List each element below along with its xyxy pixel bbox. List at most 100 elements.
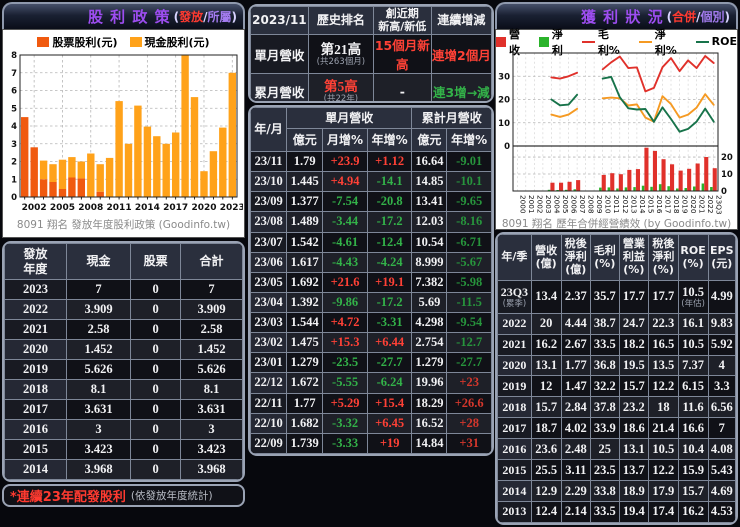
cell-month: 23/03 <box>250 311 288 334</box>
cell-net-margin: 12.2 <box>648 375 679 398</box>
monthly-revenue-row: 23/09 1.377 -7.54 -20.8 13.41 -9.65 <box>250 191 492 213</box>
cell-cum-revenue: 1.279 <box>411 352 448 374</box>
svg-text:0: 0 <box>11 193 17 203</box>
cell-year: 2020 <box>4 339 67 360</box>
monthly-revenue-row: 22/10 1.682 -3.32 +6.45 16.52 +28 <box>250 412 492 434</box>
cell-month: 23/08 <box>250 211 288 233</box>
cell-mom-change: -3.44 <box>322 211 368 233</box>
cell-cum-revenue: 7.382 <box>411 271 448 293</box>
monthly-revenue-row: 23/10 1.445 +4.94 -14.1 14.85 -10.1 <box>250 171 492 193</box>
cell-year: 2013 <box>497 500 532 523</box>
cell-mom-change: -3.32 <box>322 412 368 434</box>
performance-chart-caption: 8091 翔名 歷年合併經營績效 (by Goodinfo.tw) <box>501 218 732 230</box>
cell-row-label: 單月營收 <box>250 34 309 74</box>
cell-revenue: 1.682 <box>286 412 324 434</box>
legend-swatch-icon <box>129 36 142 47</box>
cell-cum-revenue: 16.52 <box>411 412 448 434</box>
profit-table-wrap: 年/季 營收 (億) 稅後 淨利 (億) 毛利 (%) 營業 利益 (%) 稅後 淨利 (… <box>495 232 738 525</box>
profit-table-row: 2017 18.7 4.02 33.9 18.6 21.4 16.6 7 <box>497 417 736 440</box>
cell-year: 2019 <box>497 375 532 398</box>
cell-yoy-change: -20.8 <box>366 191 413 213</box>
dividend-chart-legend: 股票股利(元) 現金股利(元) <box>3 30 244 50</box>
svg-text:2001: 2001 <box>527 195 536 214</box>
cell-revenue: 1.544 <box>286 311 324 334</box>
svg-text:2017: 2017 <box>163 203 188 213</box>
svg-text:2020: 2020 <box>191 203 216 213</box>
cell-mom-change: +15.3 <box>322 332 368 354</box>
cell-total: 8.1 <box>180 379 243 400</box>
dividend-mode-belong-link[interactable]: 所屬 <box>207 10 232 24</box>
profit-mode-consolidated-link[interactable]: 合併 <box>672 10 697 24</box>
group-header-cumulative: 累計月營收 <box>411 107 492 129</box>
cell-operating-margin: 18.2 <box>618 333 650 356</box>
cell-operating-margin: 23.2 <box>618 396 650 419</box>
profit-col-header: 稅後 淨利 (億) <box>560 234 592 281</box>
cell-gross-margin: 33.9 <box>590 417 620 440</box>
cell-net-profit: 2.67 <box>560 333 592 356</box>
svg-text:20: 20 <box>498 96 510 106</box>
cell-cum-revenue: 19.96 <box>411 372 448 394</box>
cell-year: 2018 <box>4 379 67 400</box>
dividend-policy-title: 股 利 政 策 <box>87 8 171 26</box>
sub-header-mom: 月增% <box>322 128 368 152</box>
cell-operating-margin: 19.4 <box>618 500 650 523</box>
cell-roe: 10.5 (年估) <box>677 280 709 314</box>
monthly-revenue-row: 23/06 1.617 -4.43 -4.24 8.999 -5.67 <box>250 251 492 273</box>
dividend-chart-box: 股票股利(元) 現金股利(元) 0 1 2 3 4 5 6 7 8 2002 2005 2008 2011… <box>2 29 245 238</box>
profit-status-title: 獲 利 狀 況 <box>580 8 664 26</box>
cell-net-margin: 17.4 <box>648 500 679 523</box>
dividend-table-row: 2017 3.631 0 3.631 <box>4 399 243 420</box>
cell-month: 23/10 <box>250 171 288 193</box>
cell-eps: 4.08 <box>707 438 736 461</box>
profit-col-header: 稅後 淨利 (%) <box>648 234 679 281</box>
profit-status-subtitle: (合併/個別) <box>666 10 730 24</box>
cell-cum-yoy-change: -9.65 <box>446 191 492 213</box>
col-header-streak: 連續增減 <box>430 6 492 35</box>
cell-yoy-change: +19.1 <box>366 271 413 293</box>
cell-month: 22/09 <box>250 432 288 454</box>
profit-table-row: 2015 25.5 3.11 23.5 13.7 12.2 15.9 5.43 <box>497 459 736 482</box>
cell-cash: 5.626 <box>65 359 132 380</box>
cell-stock: 0 <box>130 279 182 300</box>
cell-yoy-change: -12.4 <box>366 231 413 253</box>
cell-year: 2017 <box>4 399 67 420</box>
sub-header-amount: 億元 <box>286 128 324 152</box>
sub-header-yoy: 年增% <box>366 128 413 152</box>
dividend-table: 發放 年度 現金 股票 合計 2023 7 0 7 2022 3.909 0 3… <box>4 243 243 480</box>
cell-net-margin: 12.2 <box>648 459 679 482</box>
legend-swatch-icon <box>496 36 506 47</box>
cell-operating-margin: 18.6 <box>618 417 650 440</box>
cell-total: 3.909 <box>180 299 243 320</box>
dividend-mode-issue-link[interactable]: 發放 <box>179 10 204 24</box>
cell-operating-margin: 15.7 <box>618 375 650 398</box>
cell-mom-change: +21.6 <box>322 271 368 293</box>
footnote-note: (依發放年度統計) <box>130 490 213 502</box>
legend-line-icon <box>638 40 652 43</box>
cell-revenue: 13.4 <box>530 280 562 314</box>
cell-row-label: 累月營收 <box>250 73 309 101</box>
cell-cum-revenue: 10.54 <box>411 231 448 253</box>
cell-cum-revenue: 14.84 <box>411 432 448 454</box>
cell-gross-margin: 23.5 <box>590 459 620 482</box>
cell-revenue: 1.445 <box>286 171 324 193</box>
cell-year: 2014 <box>497 480 532 502</box>
cell-cum-yoy-change: -9.01 <box>446 150 492 173</box>
svg-text:2016: 2016 <box>655 195 664 214</box>
profit-col-header: 毛利 (%) <box>590 234 620 281</box>
dividend-chart: 0 1 2 3 4 5 6 7 8 2002 2005 2008 2011 2014 2017 2020 202… <box>11 51 243 213</box>
cell-roe: 7.37 <box>677 354 709 377</box>
cell-cash: 8.1 <box>65 379 132 400</box>
cell-revenue: 1.739 <box>286 432 324 454</box>
cell-cum-revenue: 8.999 <box>411 251 448 273</box>
cell-gross-margin: 36.8 <box>590 354 620 377</box>
cell-total: 3.968 <box>180 459 243 480</box>
profit-table-row: 2014 12.9 2.29 33.8 18.9 17.9 15.7 4.69 <box>497 480 736 502</box>
profit-mode-individual-link[interactable]: 個別 <box>700 10 725 24</box>
cell-mom-change: +4.72 <box>322 311 368 334</box>
legend-swatch-icon <box>37 36 50 47</box>
cell-operating-margin: 24.7 <box>618 312 650 335</box>
cell-gross-margin: 33.5 <box>590 500 620 523</box>
svg-text:2020: 2020 <box>689 195 698 214</box>
cell-yoy-change: +6.45 <box>366 412 413 434</box>
cell-roe: 10.5 <box>677 333 709 356</box>
